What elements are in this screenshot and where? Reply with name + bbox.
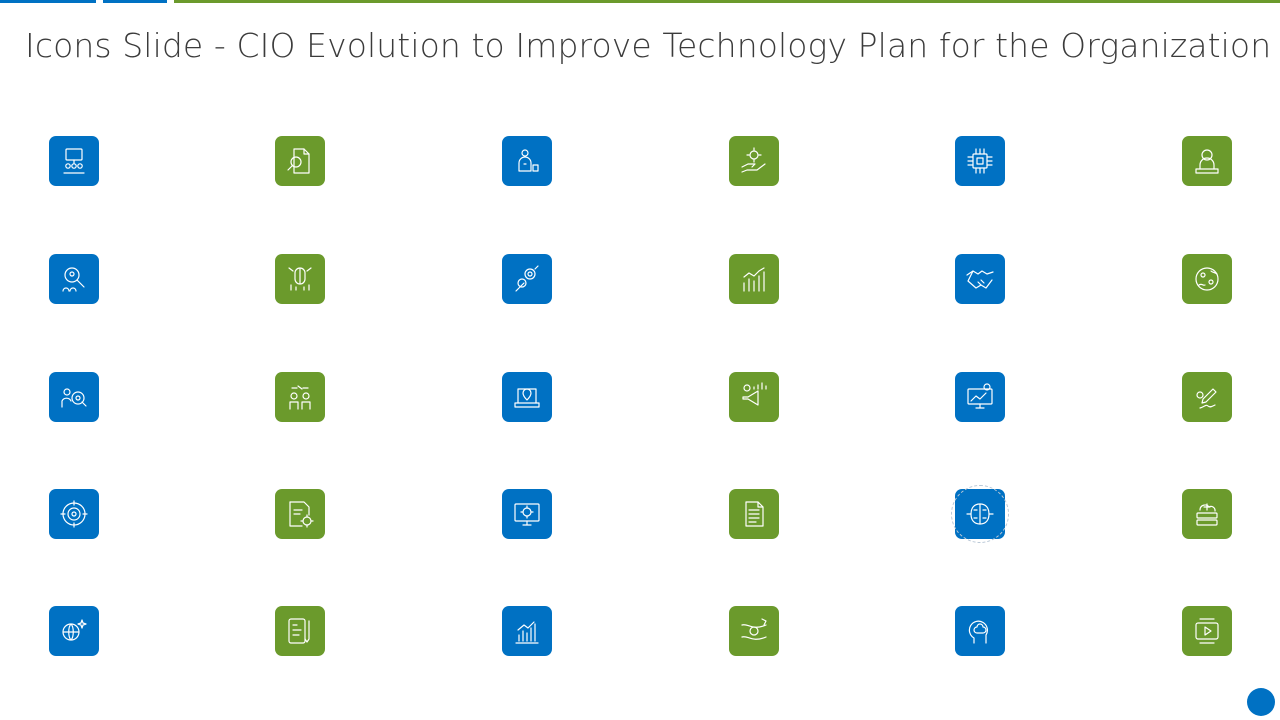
icon-tile <box>49 136 99 186</box>
icon-tile <box>275 254 325 304</box>
icon-tile <box>502 254 552 304</box>
slide-title: Icons Slide - CIO Evolution to Improve T… <box>25 26 1272 65</box>
selection-ring <box>951 485 1009 543</box>
icon-tile <box>1182 606 1232 656</box>
page-indicator-dot <box>1247 688 1275 716</box>
icon-tile <box>729 489 779 539</box>
icon-tile <box>49 489 99 539</box>
icon-tile <box>1182 372 1232 422</box>
icon-tile <box>275 136 325 186</box>
icon-tile <box>1182 489 1232 539</box>
icon-tile <box>729 254 779 304</box>
icon-tile <box>729 606 779 656</box>
icon-tile <box>729 136 779 186</box>
icon-tile <box>502 606 552 656</box>
icon-tile <box>502 372 552 422</box>
icon-tile <box>49 606 99 656</box>
top-accent-blue-2 <box>103 0 167 3</box>
icon-tile <box>49 372 99 422</box>
icon-tile <box>1182 136 1232 186</box>
icon-tile <box>955 372 1005 422</box>
top-accent-green <box>174 0 1280 3</box>
icon-tile <box>729 372 779 422</box>
icon-tile <box>1182 254 1232 304</box>
icon-tile <box>502 489 552 539</box>
icon-tile <box>955 606 1005 656</box>
icon-tile <box>955 254 1005 304</box>
icon-tile <box>49 254 99 304</box>
top-accent-blue-1 <box>0 0 96 3</box>
icon-tile <box>275 606 325 656</box>
icon-tile <box>502 136 552 186</box>
icon-tile <box>951 485 1009 543</box>
icon-tile <box>275 489 325 539</box>
icon-tile <box>275 372 325 422</box>
icon-tile <box>955 136 1005 186</box>
